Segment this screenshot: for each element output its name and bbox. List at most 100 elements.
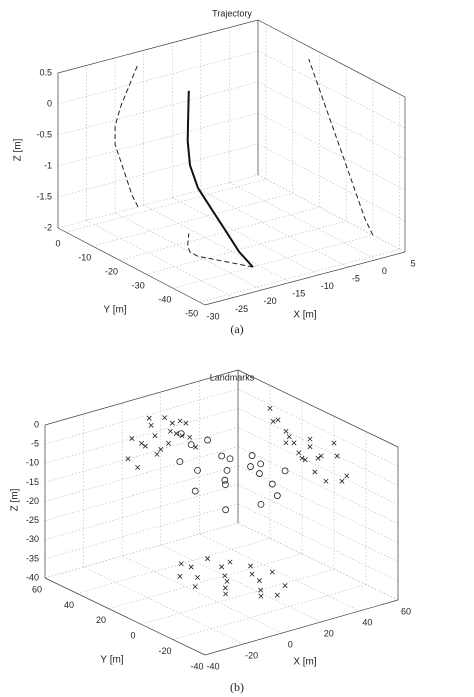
landmark	[187, 441, 195, 449]
landmark-projection-floor	[195, 574, 200, 580]
x-tick-label: 20	[324, 628, 334, 638]
landmark-projection-floor	[177, 573, 183, 579]
landmark-projection-floor	[178, 561, 184, 567]
landmark-projection-side	[315, 455, 321, 461]
grid-line	[229, 182, 377, 260]
grid-line	[44, 522, 239, 579]
landmark-projection-back	[166, 440, 172, 446]
landmark-projection-side	[291, 440, 297, 446]
grid-line	[237, 427, 399, 505]
x-tick-label: -20	[264, 296, 277, 306]
grid-line	[44, 465, 239, 521]
y-axis-label: Y [m]	[103, 305, 126, 316]
landmark	[268, 480, 276, 488]
grid-line	[57, 143, 259, 198]
landmark-projection-back	[139, 440, 144, 446]
landmark-projection-floor	[249, 571, 255, 577]
axis-edge	[257, 19, 406, 98]
z-tick-label: -40	[26, 572, 39, 582]
landmark-projection-floor	[274, 592, 280, 598]
landmark-projection-floor	[192, 584, 198, 590]
z-tick-label: 0.5	[39, 67, 52, 77]
landmark-projection-back	[167, 428, 173, 434]
landmark-projection-side	[283, 428, 289, 434]
landmark-projection-side	[339, 478, 345, 484]
landmark-projection-floor	[227, 559, 233, 565]
landmark-projection-back	[162, 415, 168, 421]
landmark	[223, 466, 231, 474]
landmark	[273, 492, 281, 500]
landmark-projection-floor	[188, 564, 194, 570]
axis-edge	[204, 599, 399, 656]
landmark	[256, 470, 263, 477]
landmark	[218, 452, 226, 460]
grid-line	[237, 522, 399, 601]
grid-line	[199, 248, 400, 303]
landmark	[221, 481, 229, 489]
y-tick-label: -10	[78, 253, 91, 263]
grid-line	[237, 503, 399, 582]
grid-line	[200, 189, 348, 268]
z-tick-label: -10	[26, 458, 39, 468]
landmark	[248, 452, 256, 459]
y-tick-label: -30	[132, 281, 145, 291]
x-tick-label: 0	[382, 266, 387, 276]
caption: (b)	[230, 680, 244, 694]
landmark	[281, 467, 289, 475]
z-tick-label: -30	[26, 534, 39, 544]
grid-line	[57, 112, 259, 167]
landmark	[247, 463, 254, 470]
landmark	[204, 436, 211, 444]
grid-line	[119, 206, 320, 261]
grid-line	[44, 503, 239, 560]
axis-edge	[237, 369, 399, 448]
z-tick-label: 0	[34, 419, 39, 429]
z-tick-label: -20	[26, 496, 39, 506]
landmark	[176, 458, 184, 466]
landmark-projection-back	[129, 436, 135, 441]
landmark	[257, 500, 265, 508]
landmark-projection-floor	[223, 591, 229, 597]
landmark-projection-side	[323, 478, 329, 484]
landmark-projection-back	[158, 446, 164, 452]
y-tick-label: -40	[190, 661, 203, 671]
landmark-projection-side	[296, 450, 302, 456]
x-tick-label: -15	[292, 289, 305, 299]
x-tick-label: -40	[206, 661, 219, 671]
landmark-projection-floor	[222, 585, 228, 591]
y-tick-label: 40	[64, 600, 74, 610]
grid-line	[257, 112, 406, 191]
trajectory-projection-side	[308, 58, 374, 236]
landmark-projection-floor	[205, 556, 211, 562]
axis-edge	[204, 251, 406, 306]
grid-line	[44, 522, 239, 579]
z-axis-label: Z [m]	[13, 138, 24, 161]
landmark	[226, 455, 234, 463]
landmark	[194, 466, 201, 474]
landmark	[191, 487, 199, 495]
x-axis-label: X [m]	[293, 657, 317, 668]
z-tick-label: -1.5	[36, 191, 52, 201]
grid-line	[146, 220, 347, 275]
grid-line	[92, 192, 293, 247]
landmark-projection-side	[312, 469, 318, 475]
grid-line	[44, 484, 239, 541]
axis-edge	[44, 369, 239, 426]
y-tick-label: -50	[185, 309, 198, 319]
caption: (a)	[230, 322, 243, 336]
landmark-projection-side	[270, 418, 276, 424]
landmark	[221, 476, 229, 484]
grid-line	[172, 584, 367, 640]
landmark-projection-side	[275, 417, 281, 423]
grid-line	[172, 234, 374, 289]
landmark-projection-side	[283, 440, 289, 446]
landmark	[257, 460, 265, 468]
grid-line	[44, 427, 239, 483]
z-tick-label: -35	[26, 553, 39, 563]
z-tick-label: -1	[44, 160, 52, 170]
x-tick-label: -25	[235, 304, 248, 314]
landmark-projection-floor	[258, 587, 264, 593]
y-tick-label: 60	[32, 584, 42, 594]
landmark-projection-side	[302, 457, 308, 463]
grid-line	[257, 174, 406, 253]
